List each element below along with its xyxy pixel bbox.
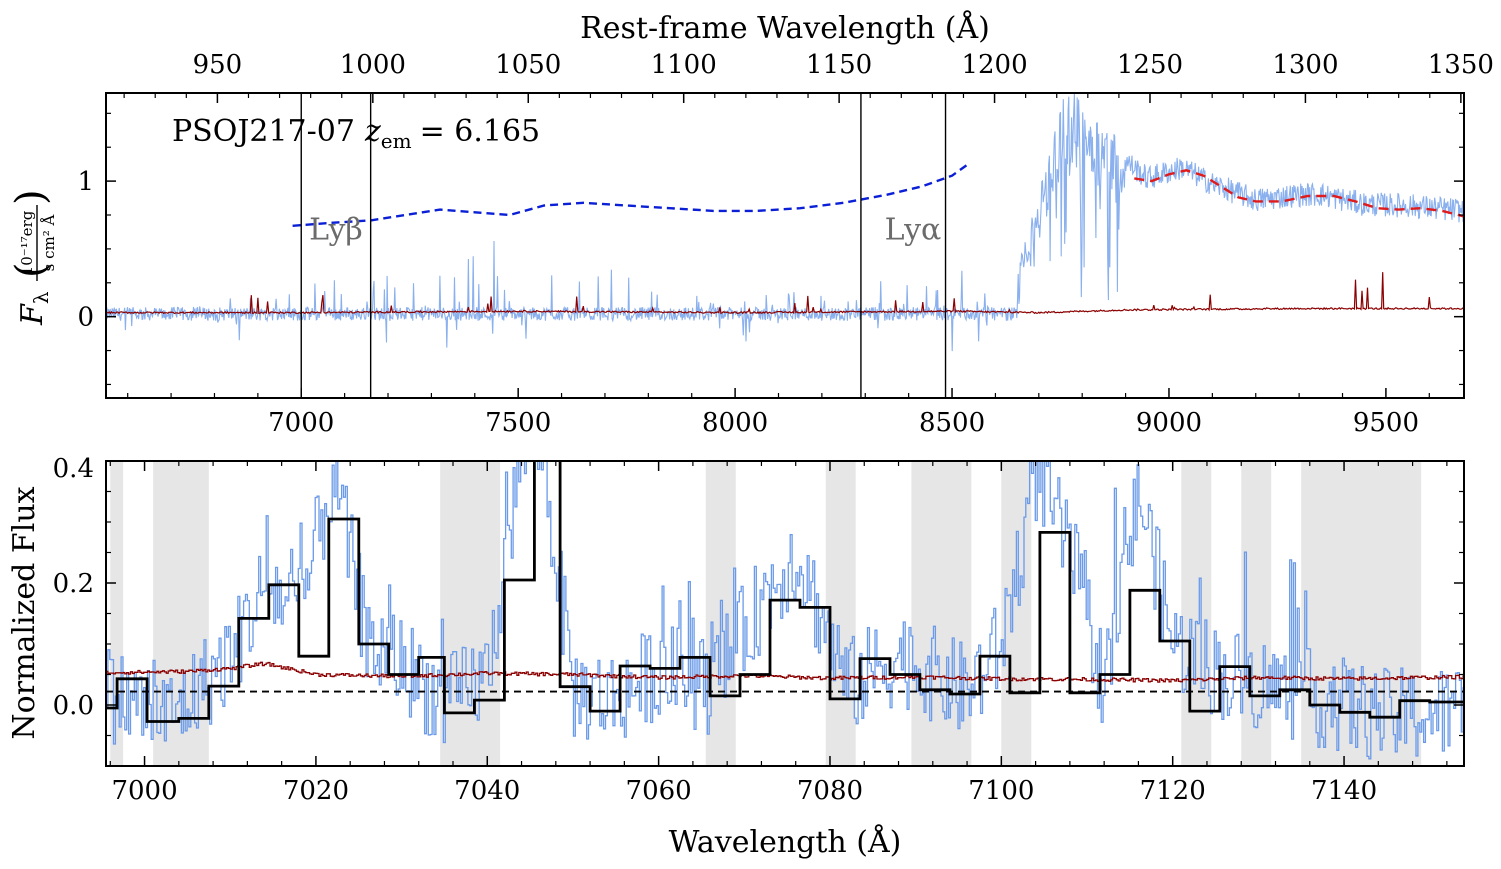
rest-frame-tick-label: 1350 bbox=[1428, 50, 1494, 80]
top-y-tick-label: 1 bbox=[77, 167, 94, 197]
bottom-y-axis-title: Normalized Flux bbox=[7, 486, 42, 739]
bottom-x-tick-label: 7020 bbox=[283, 776, 349, 806]
bottom-y-tick-label: 0.2 bbox=[53, 569, 94, 599]
bottom-x-tick-label: 7120 bbox=[1140, 776, 1206, 806]
bottom-x-tick-label: 7140 bbox=[1311, 776, 1377, 806]
line-label-0: Lyβ bbox=[309, 212, 363, 247]
masked-region-7 bbox=[1181, 461, 1212, 766]
top-axis-title: Rest-frame Wavelength (Å) bbox=[580, 10, 990, 46]
bottom-x-tick-label: 7040 bbox=[454, 776, 520, 806]
bottom-y-tick-label: 0.0 bbox=[53, 691, 94, 721]
masked-region-8 bbox=[1241, 461, 1272, 766]
line-label-1: Lyα bbox=[885, 212, 942, 247]
bottom-panel: 7000 7020 7040 7060 7080 7100 7120 7140 0.0 0.2 0.… bbox=[7, 454, 1465, 860]
top-y-axis-title: Fλ ( 10⁻¹⁷erg s cm² Å ) bbox=[8, 189, 58, 326]
rest-frame-tick-label: 1100 bbox=[651, 50, 717, 80]
top-x-tick-label: 7000 bbox=[268, 408, 334, 438]
bottom-panel-frame bbox=[105, 460, 1465, 767]
masked-region-9 bbox=[1301, 461, 1422, 766]
svg-text:): ) bbox=[8, 189, 54, 205]
rest-frame-tick-label: 1050 bbox=[495, 50, 561, 80]
masked-region-2 bbox=[440, 461, 501, 766]
top-x-tick-label: 7500 bbox=[485, 408, 551, 438]
bottom-x-tick-label: 7000 bbox=[111, 776, 177, 806]
top-x-tick-label: 8500 bbox=[919, 408, 985, 438]
top-x-tick-label: 9500 bbox=[1353, 408, 1419, 438]
object-annotation: PSOJ217-07 zem = 6.165 bbox=[172, 114, 540, 153]
rest-frame-tick-label: 950 bbox=[193, 50, 243, 80]
svg-text:s cm² Å: s cm² Å bbox=[40, 214, 58, 271]
bottom-panel-ticks: 7000 7020 7040 7060 7080 7100 7120 7140 0.0 0.2 0.… bbox=[53, 454, 1464, 806]
bottom-x-tick-label: 7080 bbox=[797, 776, 863, 806]
top-panel-ticks: 7000 7500 8000 8500 9000 9500 950 1000 1050 1100 1… bbox=[77, 50, 1493, 438]
bottom-x-axis-title: Wavelength (Å) bbox=[669, 824, 902, 860]
rest-frame-tick-label: 1000 bbox=[340, 50, 406, 80]
observed-flux-line bbox=[106, 93, 1464, 352]
bottom-y-tick-label: 0.4 bbox=[53, 454, 94, 484]
svg-text:Fλ: Fλ bbox=[15, 291, 53, 326]
rest-frame-tick-label: 1200 bbox=[961, 50, 1027, 80]
bottom-plot-area bbox=[106, 461, 1464, 766]
error-spectrum-line bbox=[106, 272, 1464, 315]
svg-text:(: ( bbox=[8, 262, 54, 278]
continuum_red-line bbox=[1134, 169, 1464, 218]
masked-region-6 bbox=[1001, 461, 1032, 766]
rest-frame-tick-label: 1150 bbox=[806, 50, 872, 80]
svg-text:10⁻¹⁷erg: 10⁻¹⁷erg bbox=[18, 210, 36, 275]
top-x-tick-label: 9000 bbox=[1136, 408, 1202, 438]
bottom-error-line bbox=[106, 661, 1464, 683]
top-y-tick-label: 0 bbox=[77, 303, 94, 333]
continuum_blue-line bbox=[292, 163, 968, 227]
bottom-x-tick-label: 7100 bbox=[968, 776, 1034, 806]
top-panel-frame bbox=[105, 92, 1465, 399]
top-plot-area: Lyβ Lyα bbox=[106, 93, 1464, 398]
top-x-tick-label: 8000 bbox=[702, 408, 768, 438]
bottom-x-tick-label: 7060 bbox=[626, 776, 692, 806]
rest-frame-tick-label: 1300 bbox=[1272, 50, 1338, 80]
binned-flux-step-line bbox=[106, 461, 1464, 723]
rest-frame-tick-label: 1250 bbox=[1117, 50, 1183, 80]
